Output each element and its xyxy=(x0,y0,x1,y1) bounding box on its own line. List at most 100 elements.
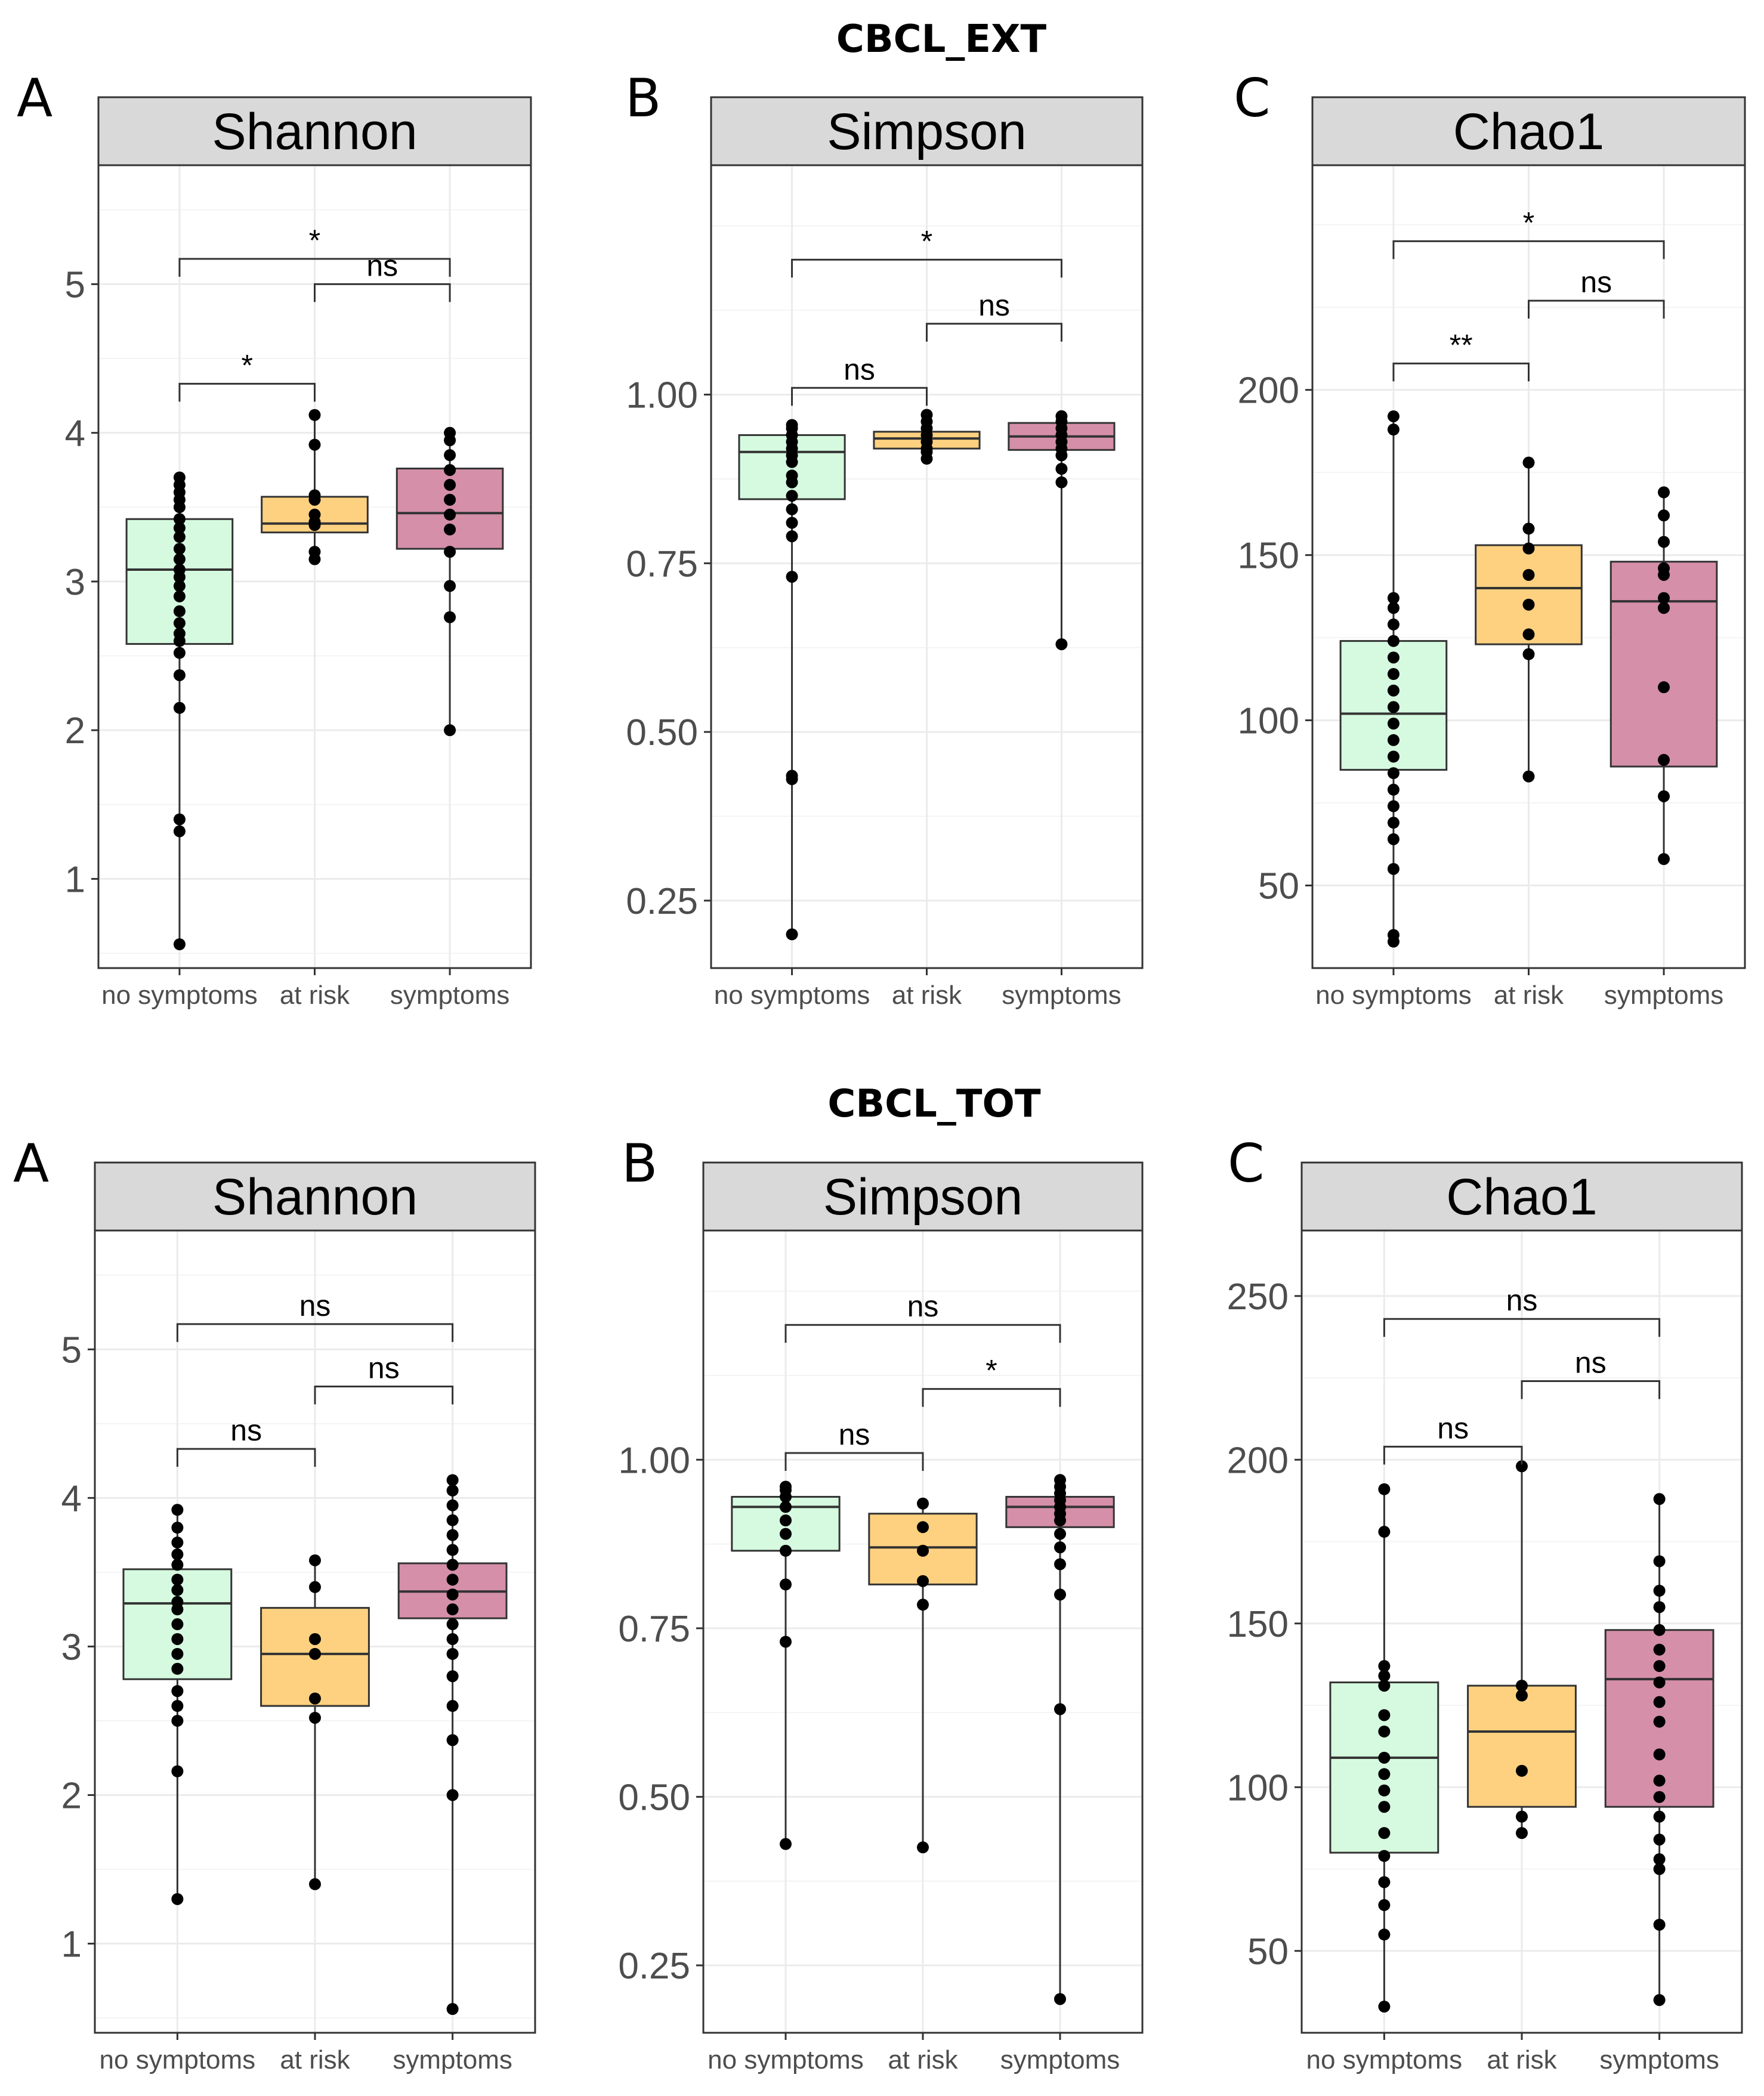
data-point xyxy=(173,553,186,565)
data-point xyxy=(171,1537,184,1549)
x-category-label: no symptoms xyxy=(1315,981,1472,1010)
y-tick-label: 150 xyxy=(1227,1604,1289,1645)
data-point xyxy=(1653,1810,1666,1823)
data-point xyxy=(780,1514,792,1527)
significance-label: ns xyxy=(299,1289,331,1322)
significance-label: ns xyxy=(1575,1346,1607,1380)
data-point xyxy=(1658,602,1670,614)
data-point xyxy=(308,546,321,558)
data-point xyxy=(309,1692,321,1705)
y-tick-label: 0.25 xyxy=(626,881,698,922)
data-point xyxy=(1522,523,1535,535)
data-point xyxy=(780,1528,792,1540)
y-tick-label: 2 xyxy=(65,710,85,752)
data-point xyxy=(444,523,456,536)
panel-cbcl_tot-shannon: A Shannon 1 2 3 4 5 no symptoms at risk symptoms n… xyxy=(13,1133,536,2075)
data-point xyxy=(1378,1801,1391,1813)
panel-cbcl_tot-simpson: B Simpson 0.25 0.50 0.75 1.00 no symptoms at ri… xyxy=(618,1133,1144,2075)
panel-border xyxy=(94,1229,536,2034)
data-point xyxy=(1658,486,1670,499)
facet-strip xyxy=(710,96,1144,166)
data-point xyxy=(786,469,798,482)
data-point xyxy=(171,1548,184,1560)
significance-label: ns xyxy=(907,1290,939,1323)
data-point xyxy=(171,1714,184,1727)
data-point xyxy=(786,928,798,941)
data-point xyxy=(1516,1810,1528,1823)
data-point xyxy=(1055,638,1068,651)
y-tick-label: 0.75 xyxy=(618,1609,690,1650)
significance-bracket xyxy=(1521,1380,1661,1399)
data-point xyxy=(1378,1751,1391,1764)
data-point xyxy=(171,1647,184,1660)
data-point xyxy=(1055,476,1068,489)
data-point xyxy=(1054,1588,1066,1601)
data-point xyxy=(1378,1483,1391,1495)
data-point xyxy=(1653,1791,1666,1803)
data-point xyxy=(1387,618,1400,630)
data-point xyxy=(171,1504,184,1516)
y-tick-label: 4 xyxy=(61,1478,82,1519)
y-tick-label: 200 xyxy=(1238,370,1299,412)
data-point xyxy=(1054,1703,1066,1715)
data-point xyxy=(786,503,798,515)
data-point xyxy=(173,531,186,543)
box-at-risk xyxy=(1467,1684,1577,1808)
significance-bracket xyxy=(1392,362,1530,382)
data-point xyxy=(1658,562,1670,574)
significance-label: * xyxy=(1523,206,1534,239)
data-point xyxy=(173,813,186,826)
data-point xyxy=(780,1544,792,1557)
data-point xyxy=(1522,770,1535,783)
data-point xyxy=(173,669,186,681)
significance-label: ns xyxy=(366,249,398,282)
data-point xyxy=(171,1685,184,1698)
significance-bracket xyxy=(922,1388,1061,1407)
y-tick-label: 4 xyxy=(65,413,85,455)
data-point xyxy=(1516,1764,1528,1777)
data-point xyxy=(917,1497,929,1510)
data-point xyxy=(171,1662,184,1675)
significance-label: ns xyxy=(1580,265,1612,299)
data-point xyxy=(1658,509,1670,522)
data-point xyxy=(446,1670,459,1683)
data-point xyxy=(444,493,456,506)
x-category-label: no symptoms xyxy=(714,981,870,1010)
y-tick-label: 150 xyxy=(1238,536,1299,577)
data-point xyxy=(444,426,456,439)
panel-cbcl_ext-shannon: A Shannon 1 2 3 4 5 no symptoms at risk symptoms *… xyxy=(17,67,532,1010)
data-point xyxy=(1522,542,1535,555)
data-point xyxy=(1378,2001,1391,2013)
y-tick-label: 5 xyxy=(61,1330,82,1371)
data-point xyxy=(446,1700,459,1712)
y-tick-label: 1.00 xyxy=(618,1440,690,1481)
data-point xyxy=(1653,1555,1666,1568)
data-point xyxy=(171,1700,184,1712)
data-point xyxy=(446,1484,459,1497)
significance-label: ** xyxy=(1450,328,1473,361)
data-point xyxy=(1387,651,1400,664)
significance-bracket xyxy=(1383,1318,1661,1337)
panel-border xyxy=(97,164,532,969)
y-tick-label: 50 xyxy=(1247,1931,1289,1973)
data-point xyxy=(173,825,186,837)
data-point xyxy=(1387,734,1400,746)
data-point xyxy=(1378,1784,1391,1797)
panel-cbcl_ext-simpson: B Simpson 0.25 0.50 0.75 1.00 no symptoms at ri… xyxy=(625,67,1144,1010)
data-point xyxy=(1658,681,1670,694)
data-point xyxy=(171,1633,184,1645)
data-point xyxy=(1378,1928,1391,1941)
data-point xyxy=(1653,1775,1666,1787)
data-point xyxy=(1387,668,1400,681)
data-point xyxy=(173,522,186,534)
data-point xyxy=(1516,1460,1528,1473)
significance-bracket xyxy=(314,283,451,302)
data-point xyxy=(1658,853,1670,865)
facet-title: Shannon xyxy=(212,1168,418,1226)
data-point xyxy=(446,1618,459,1631)
data-point xyxy=(446,1734,459,1746)
x-category-label: no symptoms xyxy=(708,2045,864,2075)
data-point xyxy=(780,1578,792,1591)
data-point xyxy=(1387,718,1400,730)
